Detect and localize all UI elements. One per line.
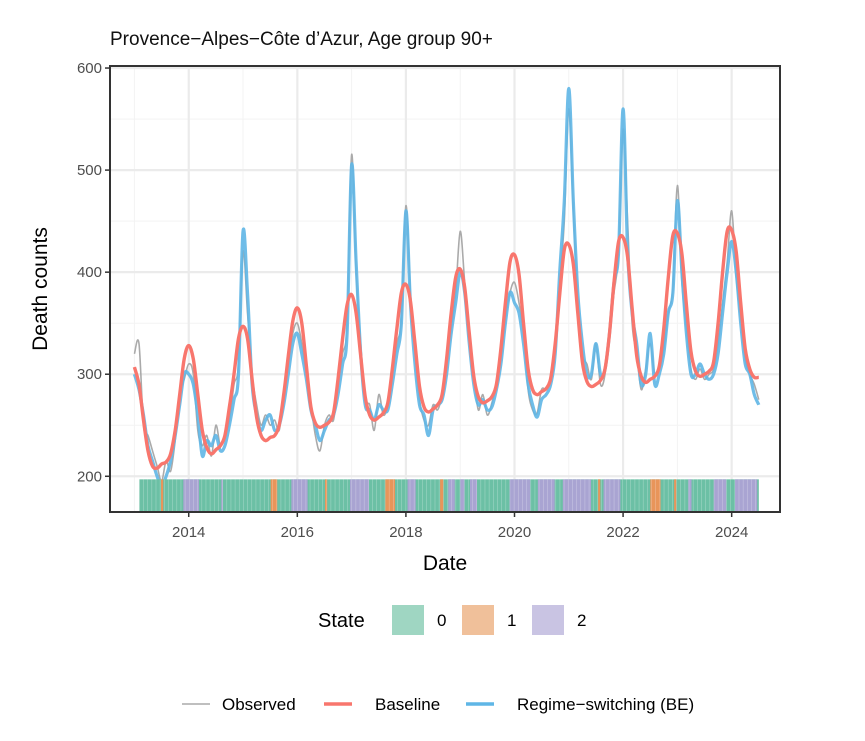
state-legend-label: 1: [507, 611, 516, 630]
state-segment-1: [270, 479, 278, 513]
state-segment-2: [713, 479, 727, 513]
state-segment-1: [598, 479, 601, 513]
axes: 200 300 400 500 600 2014 2016 2018 2020 2022 2024: [77, 60, 748, 541]
state-segment-1: [325, 479, 328, 513]
x-tick-label: 2024: [715, 524, 748, 541]
state-segment-2: [407, 479, 416, 513]
x-tick-label: 2016: [281, 524, 314, 541]
state-legend-label: 0: [437, 611, 446, 630]
panel-border: [109, 65, 781, 513]
state-segment-2: [349, 479, 369, 513]
state-segment-2: [460, 479, 465, 513]
state-segment-2: [221, 479, 223, 513]
state-segment-1: [674, 479, 677, 513]
y-axis-title: Death counts: [29, 227, 52, 351]
x-tick-label: 2020: [498, 524, 531, 541]
state-legend-title: State: [318, 610, 365, 632]
state-segment-2: [734, 479, 758, 513]
state-segment-1: [385, 479, 396, 513]
state-segment-2: [509, 479, 531, 513]
y-tick-label: 500: [77, 162, 102, 179]
series-legend-label: Baseline: [375, 695, 440, 714]
state-legend: State 0 1 2: [318, 605, 586, 635]
y-tick-label: 600: [77, 60, 102, 77]
state-segment-1: [161, 479, 164, 513]
state-legend-swatch: [392, 605, 424, 635]
state-legend-label: 2: [577, 611, 586, 630]
x-tick-label: 2022: [606, 524, 639, 541]
series-legend-label: Observed: [222, 695, 296, 714]
y-tick-label: 400: [77, 264, 102, 281]
state-bar: [139, 479, 759, 513]
state-segment-1: [440, 479, 444, 513]
series-legend: Observed Baseline Regime−switching (BE): [182, 695, 694, 714]
series-layer: [132, 86, 761, 489]
y-tick-label: 200: [77, 468, 102, 485]
state-segment-2: [688, 479, 692, 513]
state-legend-swatch: [462, 605, 494, 635]
state-segment-2: [603, 479, 621, 513]
chart-title: Provence−Alpes−Côte d’Azur, Age group 90…: [110, 29, 493, 50]
x-axis-title: Date: [423, 552, 467, 575]
x-tick-label: 2018: [389, 524, 422, 541]
state-segment-2: [183, 479, 200, 513]
state-segment-2: [562, 479, 592, 513]
state-segment-2: [537, 479, 555, 513]
state-segment-2: [448, 479, 455, 513]
state-legend-swatch: [532, 605, 564, 635]
baseline-line: [132, 225, 760, 471]
y-tick-label: 300: [77, 366, 102, 383]
state-segment-2: [291, 479, 308, 513]
state-segment-1: [650, 479, 661, 513]
x-tick-label: 2014: [172, 524, 205, 541]
state-segment-2: [469, 479, 478, 513]
series-legend-label: Regime−switching (BE): [517, 695, 694, 714]
